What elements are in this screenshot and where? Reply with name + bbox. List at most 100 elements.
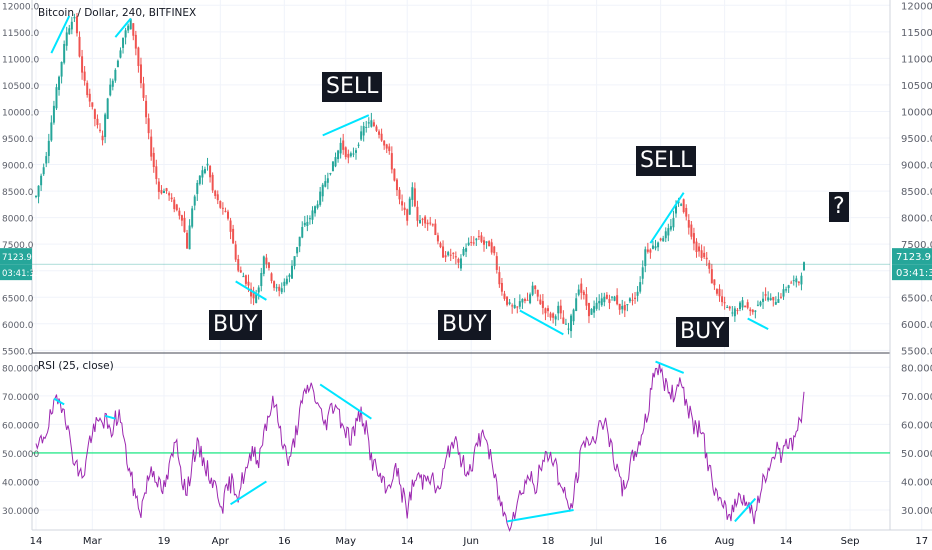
- candle-body: [439, 243, 442, 248]
- candle-body: [577, 289, 580, 295]
- candle-body: [183, 217, 186, 232]
- candle-body: [55, 87, 58, 109]
- buy-annotation-1[interactable]: BUY: [209, 310, 262, 340]
- candle-body: [459, 258, 462, 269]
- candle-body: [562, 317, 565, 324]
- buy-annotation-2[interactable]: BUY: [438, 310, 491, 340]
- candle-body: [283, 281, 286, 286]
- candle-body: [306, 221, 309, 226]
- candle-body: [616, 295, 619, 305]
- candle-body: [385, 144, 388, 149]
- candle-body: [485, 241, 488, 243]
- candle-body: [104, 114, 107, 137]
- candle-body: [267, 262, 270, 268]
- candle-body: [736, 309, 739, 311]
- candle-body: [769, 298, 772, 300]
- candle-body: [529, 294, 532, 304]
- buy-annotation-3[interactable]: BUY: [676, 317, 729, 347]
- rsi-trendlines[interactable]: [53, 360, 757, 523]
- price-left-tick-label: 7500.0: [2, 241, 34, 251]
- candle-body: [764, 294, 767, 296]
- candle-body: [124, 30, 127, 38]
- rsi-y-tick-label: 60.0000: [901, 420, 932, 431]
- candle-body: [795, 278, 798, 283]
- x-axis[interactable]: 14 Mar 19 Apr 16 May 14 Jun 18 Jul 16 Aug 14 Sep 17: [30, 536, 928, 547]
- candle-body: [216, 194, 219, 201]
- candle-body: [83, 71, 86, 81]
- candle-body: [634, 297, 637, 299]
- candle-body: [175, 204, 178, 211]
- candle-body: [134, 34, 137, 49]
- candle-body: [91, 102, 94, 107]
- candle-body: [447, 252, 450, 256]
- candle-body: [413, 188, 416, 207]
- candle-body: [436, 235, 439, 242]
- candle-body: [557, 305, 560, 314]
- candle-body: [119, 50, 122, 58]
- candle-body: [774, 302, 777, 305]
- candle-body: [454, 256, 457, 258]
- price-trendline: [649, 192, 685, 244]
- candle-body: [239, 270, 242, 273]
- price-left-tick-label: 11500.0: [2, 29, 39, 39]
- candle-body: [534, 285, 537, 290]
- candle-body: [595, 302, 598, 309]
- candle-body: [393, 168, 396, 181]
- candle-body: [618, 303, 621, 310]
- candle-body: [511, 305, 514, 307]
- candle-body: [741, 300, 744, 308]
- candle-body: [544, 308, 547, 314]
- candle-body: [255, 294, 258, 303]
- candle-body: [288, 274, 291, 277]
- candle-body: [357, 144, 360, 146]
- candle-body: [321, 184, 324, 197]
- candle-body: [541, 301, 544, 308]
- candle-body: [114, 69, 117, 81]
- rsi-left-tick-label: 60.0000: [2, 421, 39, 431]
- candle-body: [772, 296, 775, 301]
- candle-body: [646, 249, 649, 252]
- candle-body: [319, 191, 322, 205]
- candle-body: [636, 291, 639, 296]
- rsi-y-axis[interactable]: 80.0000 70.0000 60.0000 50.0000 40.0000 30.00…: [2, 363, 932, 517]
- candle-body: [234, 244, 237, 260]
- candle-body: [244, 275, 247, 284]
- rsi-trendline: [734, 497, 757, 523]
- candle-body: [416, 206, 419, 221]
- price-y-tick-label: 9000.0: [901, 161, 932, 172]
- candle-body: [585, 294, 588, 306]
- candle-body: [349, 153, 352, 157]
- candle-body: [214, 190, 217, 196]
- candle-body: [52, 105, 55, 123]
- candle-body: [421, 218, 424, 220]
- sell-annotation-2[interactable]: SELL: [636, 146, 697, 176]
- candle-body: [705, 257, 708, 260]
- candle-body: [721, 296, 724, 303]
- candle-body: [429, 222, 432, 224]
- candle-body: [521, 299, 524, 303]
- x-tick-label: 14: [30, 536, 43, 547]
- sell-annotation-1[interactable]: SELL: [322, 72, 383, 102]
- candle-body: [692, 233, 695, 244]
- candle-body: [590, 308, 593, 315]
- candle-body: [641, 267, 644, 279]
- candle-body: [285, 278, 288, 284]
- candle-body: [739, 302, 741, 310]
- candle-body: [229, 220, 232, 232]
- candle-body: [334, 157, 337, 167]
- candle-body: [570, 315, 573, 332]
- candle-body: [311, 210, 314, 220]
- candle-body: [211, 174, 214, 191]
- price-left-tick-label: 9000.0: [2, 162, 34, 172]
- candle-body: [554, 316, 557, 320]
- candle-body: [731, 312, 734, 314]
- candle-body: [78, 36, 81, 57]
- price-trendlines[interactable]: [50, 15, 769, 336]
- x-tick-label: Jun: [462, 536, 479, 547]
- price-y-tick-label: 6000.0: [901, 320, 932, 331]
- candle-body: [695, 241, 698, 253]
- question-annotation[interactable]: ?: [829, 192, 849, 222]
- candle-body: [326, 178, 329, 183]
- candle-body: [411, 187, 414, 200]
